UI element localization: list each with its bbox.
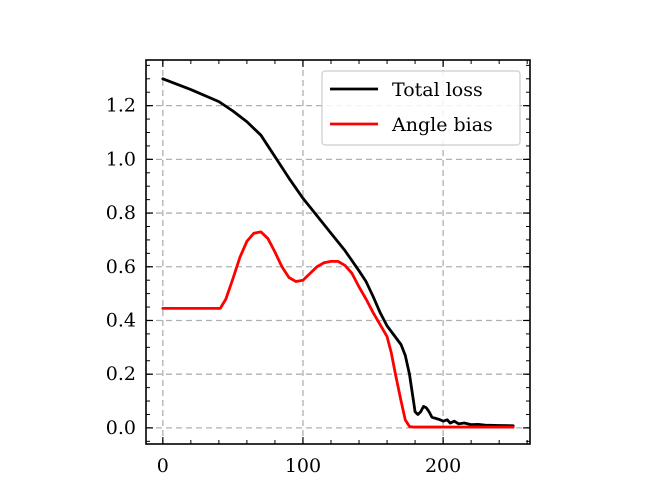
x-tick-label: 200 [425, 455, 461, 477]
series-line-0 [161, 77, 515, 428]
y-tick-label: 0.0 [106, 417, 136, 439]
legend-label-0: Total loss [392, 79, 483, 101]
y-tick-label: 1.2 [106, 95, 136, 117]
y-tick-label: 0.2 [106, 363, 136, 385]
y-tick-label: 1.0 [106, 148, 136, 170]
y-tick-label: 0.4 [106, 309, 136, 331]
plot-frame [145, 59, 531, 445]
axes: 0 100 200 0.0 0.2 0.4 0.6 0.8 1.0 1.2 [106, 59, 531, 477]
y-tick-label: 0.6 [106, 256, 136, 278]
legend-label-1: Angle bias [391, 114, 493, 136]
legend: Total loss Angle bias [321, 70, 521, 146]
x-tick-label: 100 [285, 455, 321, 477]
series-line-1 [161, 230, 515, 429]
series-layer [161, 77, 515, 429]
y-tick-label: 0.8 [106, 202, 136, 224]
x-tick-label: 0 [157, 455, 169, 477]
